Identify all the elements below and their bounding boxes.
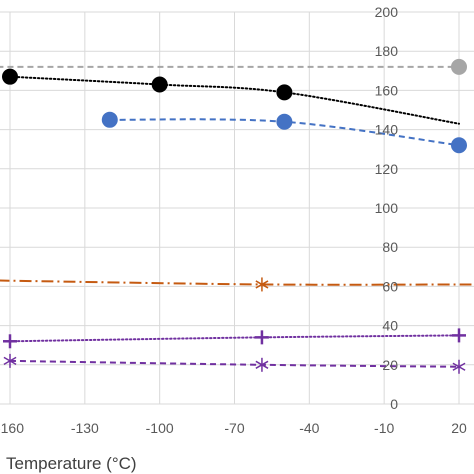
series-line — [0, 279, 472, 286]
x-tick-label: -100 — [146, 420, 174, 436]
data-point — [254, 330, 269, 345]
tick-labels: 0 20 40 60 80 100 120 140 160 180 200 -160 -130 -100 -… — [0, 4, 467, 436]
y-tick-label: 40 — [382, 318, 398, 334]
data-point — [276, 113, 293, 130]
y-tick-label: 0 — [390, 396, 398, 412]
series-4 — [0, 277, 472, 292]
data-point — [3, 334, 17, 349]
series-3 — [101, 111, 467, 154]
series-1 — [0, 58, 467, 75]
y-tick-label: 140 — [375, 122, 399, 138]
y-tick-label: 100 — [375, 200, 399, 216]
data-point — [452, 328, 466, 343]
series-5 — [3, 328, 466, 349]
y-tick-label: 180 — [375, 43, 399, 59]
series-layer — [0, 58, 472, 374]
data-point — [276, 84, 293, 101]
data-point — [255, 357, 269, 372]
x-tick-label: -70 — [224, 420, 244, 436]
data-point — [101, 111, 118, 128]
x-tick-label: -160 — [0, 420, 24, 436]
series-2 — [2, 68, 460, 125]
data-point — [255, 277, 269, 292]
data-point — [2, 68, 18, 85]
series-6 — [3, 353, 466, 374]
grid — [0, 11, 474, 405]
y-tick-label: 200 — [375, 4, 399, 20]
y-tick-label: 160 — [375, 82, 399, 98]
data-point — [151, 76, 168, 93]
data-point — [451, 137, 467, 154]
y-tick-label: 20 — [382, 357, 398, 373]
data-point — [452, 359, 466, 374]
y-tick-label: 120 — [375, 161, 399, 177]
data-point — [3, 353, 17, 368]
x-tick-label: -40 — [299, 420, 319, 436]
series-line — [9, 75, 460, 125]
x-tick-label: 20 — [451, 420, 467, 436]
y-tick-label: 60 — [382, 278, 398, 294]
data-point — [451, 58, 467, 75]
x-axis-title: Temperature (°C) — [6, 454, 137, 473]
x-tick-label: -10 — [374, 420, 394, 436]
y-tick-label: 80 — [382, 239, 398, 255]
x-tick-label: -130 — [71, 420, 99, 436]
